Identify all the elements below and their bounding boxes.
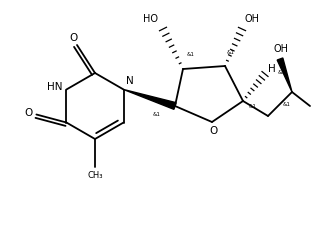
Text: &1: &1 <box>187 52 195 58</box>
Polygon shape <box>277 58 292 92</box>
Text: &1: &1 <box>278 69 286 74</box>
Text: O: O <box>24 107 33 117</box>
Text: &1: &1 <box>249 103 257 109</box>
Text: HO: HO <box>144 14 158 24</box>
Text: &1: &1 <box>283 102 291 106</box>
Text: O: O <box>69 33 77 43</box>
Text: H: H <box>268 64 276 74</box>
Text: &1: &1 <box>153 111 161 117</box>
Text: N: N <box>126 77 133 87</box>
Text: O: O <box>210 126 218 136</box>
Text: OH: OH <box>244 14 260 24</box>
Text: &1: &1 <box>227 50 235 55</box>
Text: HN: HN <box>47 83 62 92</box>
Text: CH₃: CH₃ <box>87 172 103 180</box>
Polygon shape <box>124 89 176 109</box>
Text: OH: OH <box>274 44 288 54</box>
